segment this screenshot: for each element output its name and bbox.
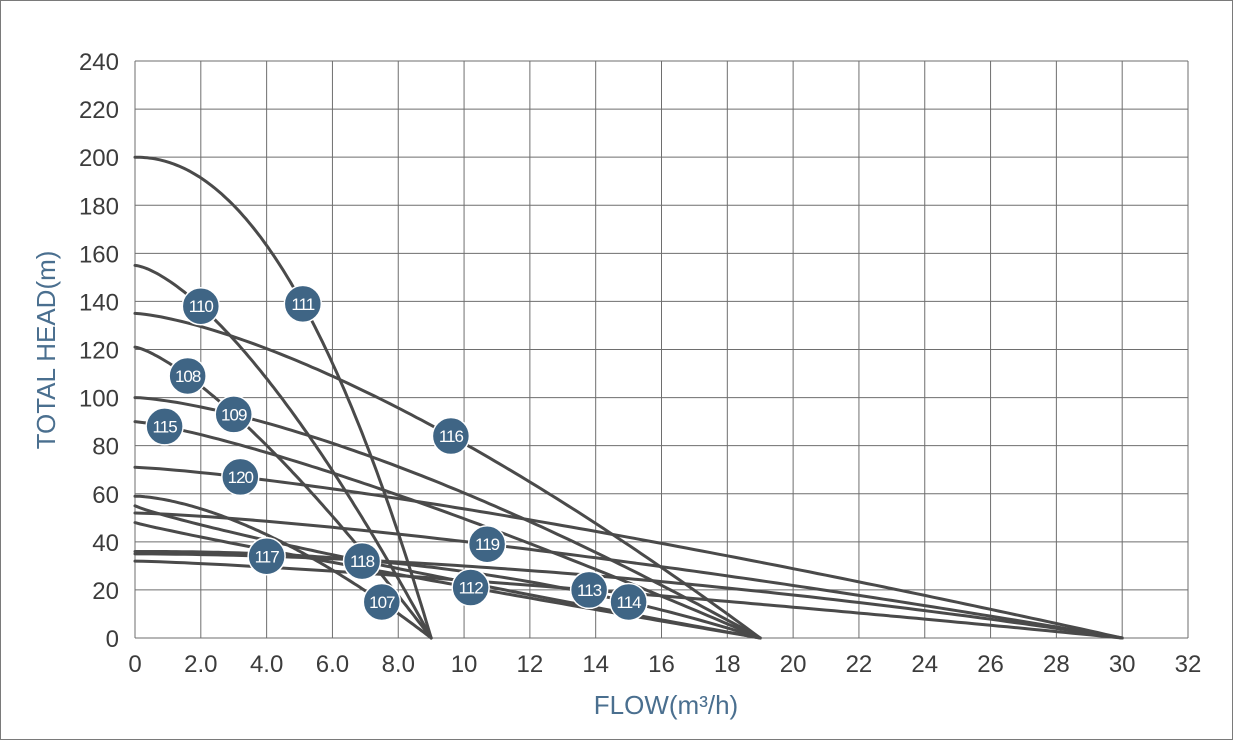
x-tick-label: 14: [582, 651, 609, 678]
badge-label: 118: [350, 552, 375, 571]
y-tick-label: 0: [106, 626, 119, 653]
badge-circle: [221, 457, 260, 497]
curve-badge-108: 108: [168, 356, 207, 396]
y-axis-title: TOTAL HEAD(m): [31, 251, 61, 450]
badge-label: 114: [617, 593, 642, 612]
x-tick-label: 12: [517, 651, 544, 678]
tick-labels: 0 2.0 4.0 6.0 8.0 10 12 14 16 18 20 22 24 26 28 30 32 0 20…: [79, 49, 1201, 678]
curve-114: [133, 550, 762, 640]
x-tick-label: 16: [648, 651, 675, 678]
x-tick-label: 4.0: [250, 651, 283, 678]
curve-badge-114: 114: [609, 582, 648, 622]
badge-circle: [362, 582, 402, 622]
badge-label: 115: [153, 417, 178, 436]
curve-badge-118: 118: [342, 541, 382, 581]
x-tick-label: 20: [780, 651, 807, 678]
badge-circle: [247, 537, 286, 576]
curve-badge-109: 109: [214, 395, 253, 434]
x-tick-label: 2.0: [184, 651, 217, 678]
x-axis-title: FLOW(m³/h): [594, 690, 738, 720]
badge-label: 120: [228, 468, 254, 487]
curve-120: [133, 465, 1124, 640]
y-tick-label: 220: [79, 97, 119, 124]
badge-circle: [214, 395, 253, 434]
curve-badge-120: 120: [221, 457, 260, 497]
x-tick-label: 24: [911, 651, 938, 678]
curve-badge-117: 117: [247, 537, 286, 576]
badge-circle: [609, 582, 648, 622]
x-tick-label: 30: [1109, 651, 1136, 678]
curve-110: [133, 263, 433, 640]
badge-label: 109: [221, 405, 247, 424]
badge-label: 112: [459, 579, 484, 598]
badge-circle: [283, 284, 323, 324]
curve-badge-119: 119: [467, 524, 507, 564]
badge-label: 113: [577, 581, 602, 600]
curve-badges: 111 110 108 107 116 109 115 118 112 114 120 119 117 1…: [145, 284, 648, 622]
badge-circle: [569, 570, 609, 610]
x-tick-label: 0: [128, 651, 141, 678]
y-tick-label: 240: [79, 49, 119, 76]
badge-circle: [168, 356, 207, 396]
y-tick-label: 60: [92, 482, 119, 509]
badge-label: 116: [439, 427, 464, 446]
x-tick-label: 18: [714, 651, 741, 678]
curve-badge-112: 112: [451, 568, 490, 607]
curve-badge-113: 113: [569, 570, 609, 610]
y-tick-label: 20: [92, 578, 119, 605]
badge-circle: [181, 286, 221, 326]
badge-label: 110: [189, 297, 214, 316]
curve-112: [133, 521, 762, 640]
badge-label: 117: [255, 547, 280, 566]
x-tick-label: 26: [977, 651, 1004, 678]
badge-circle: [342, 541, 382, 581]
curve-badge-110: 110: [181, 286, 221, 326]
y-tick-label: 100: [79, 386, 119, 413]
curve-badge-115: 115: [145, 407, 184, 446]
curve-117: [133, 552, 1124, 640]
y-tick-label: 80: [92, 434, 119, 461]
curve-badge-116: 116: [431, 416, 471, 456]
y-tick-label: 160: [79, 241, 119, 268]
curve-badge-111: 111: [283, 284, 323, 324]
y-tick-label: 140: [79, 289, 119, 316]
x-tick-label: 8.0: [382, 651, 415, 678]
x-tick-label: 10: [451, 651, 478, 678]
x-tick-label: 6.0: [316, 651, 349, 678]
badge-label: 119: [475, 535, 500, 554]
badge-circle: [467, 524, 507, 564]
badge-label: 107: [369, 593, 395, 612]
y-tick-label: 40: [92, 530, 119, 557]
curve-119: [133, 511, 1124, 640]
badge-label: 108: [175, 367, 201, 386]
y-tick-label: 180: [79, 193, 119, 220]
curve-badge-107: 107: [362, 582, 402, 622]
badge-circle: [431, 416, 471, 456]
badge-circle: [451, 568, 490, 607]
x-tick-label: 32: [1175, 651, 1202, 678]
y-tick-label: 200: [79, 145, 119, 172]
y-tick-label: 120: [79, 338, 119, 365]
grid: [134, 60, 1189, 639]
x-tick-label: 22: [846, 651, 873, 678]
curve-111: [133, 155, 433, 640]
badge-circle: [145, 407, 184, 446]
badge-label: 111: [291, 295, 314, 314]
x-tick-label: 28: [1043, 651, 1070, 678]
